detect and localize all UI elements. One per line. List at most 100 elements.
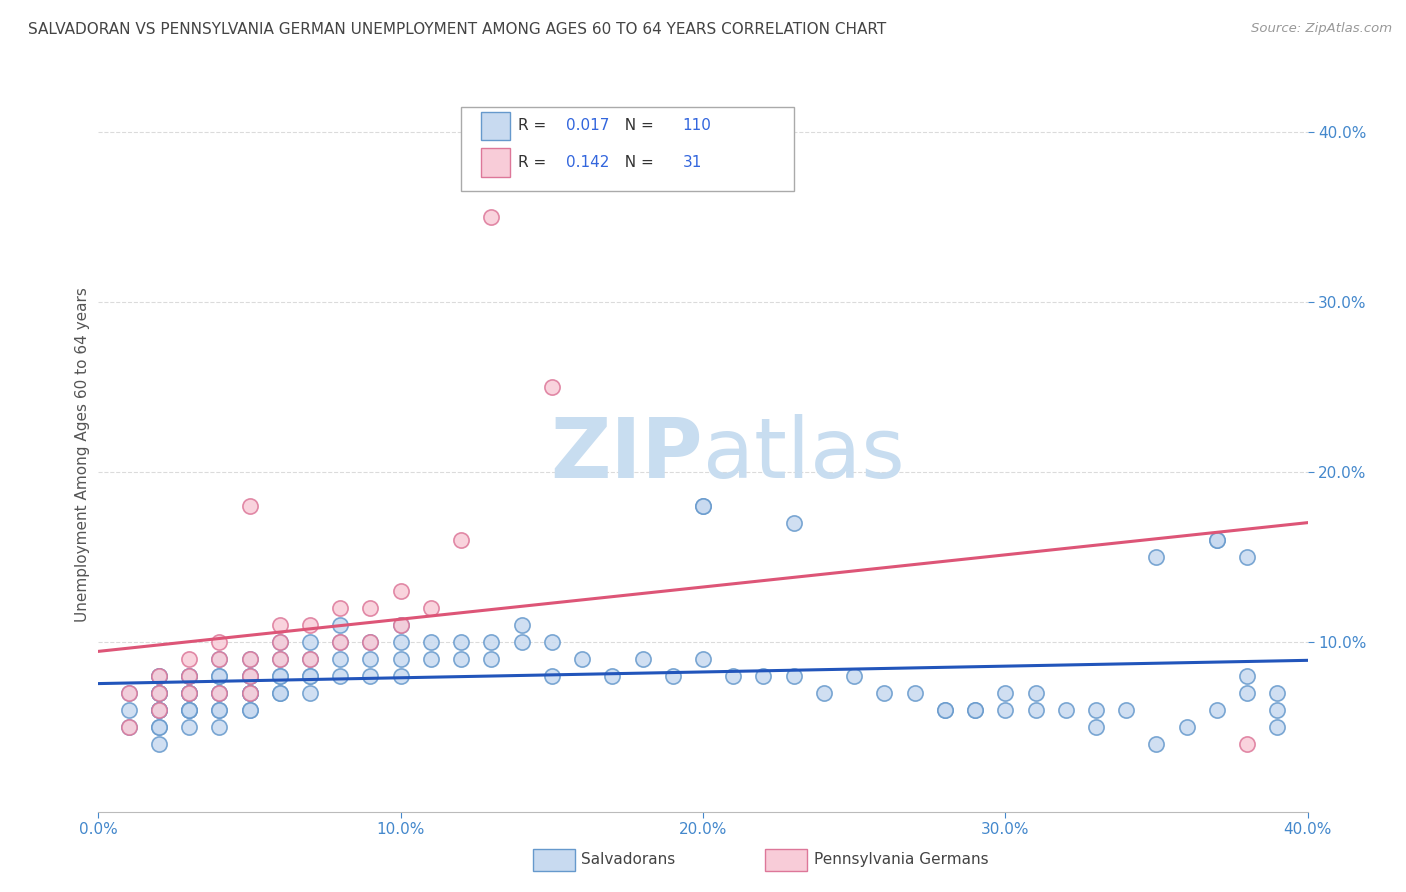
Point: [118, 720, 141, 734]
Text: Source: ZipAtlas.com: Source: ZipAtlas.com: [1251, 22, 1392, 36]
Point: [360, 635, 382, 649]
Point: [148, 737, 170, 751]
Point: [239, 703, 262, 717]
Point: [481, 635, 503, 649]
Point: [450, 652, 472, 666]
Point: [239, 686, 262, 700]
Point: [299, 669, 322, 683]
Point: [239, 703, 262, 717]
Point: [360, 635, 382, 649]
Point: [965, 703, 987, 717]
Point: [177, 686, 201, 700]
Point: [419, 600, 441, 615]
Point: [1054, 703, 1077, 717]
Point: [148, 686, 170, 700]
Point: [389, 583, 412, 598]
Point: [329, 617, 352, 632]
Point: [389, 669, 412, 683]
Point: [299, 652, 322, 666]
Point: [329, 600, 352, 615]
Point: [299, 635, 322, 649]
Point: [1115, 703, 1137, 717]
Point: [239, 652, 262, 666]
Point: [540, 635, 562, 649]
Point: [208, 703, 231, 717]
Point: [269, 617, 291, 632]
Point: [208, 703, 231, 717]
Point: [389, 617, 412, 632]
Point: [177, 669, 201, 683]
Text: N =: N =: [614, 155, 658, 169]
Point: [1206, 533, 1229, 547]
Point: [1144, 549, 1167, 564]
Point: [239, 686, 262, 700]
Point: [177, 686, 201, 700]
Point: [269, 686, 291, 700]
Point: [934, 703, 956, 717]
Point: [208, 652, 231, 666]
Point: [177, 686, 201, 700]
FancyBboxPatch shape: [481, 148, 509, 177]
Point: [510, 635, 533, 649]
Point: [208, 686, 231, 700]
Point: [360, 669, 382, 683]
Text: R =: R =: [517, 119, 551, 134]
Point: [389, 635, 412, 649]
Text: N =: N =: [614, 119, 658, 134]
Point: [269, 669, 291, 683]
Point: [239, 669, 262, 683]
Point: [692, 499, 714, 513]
Point: [631, 652, 654, 666]
Point: [239, 686, 262, 700]
Point: [1024, 686, 1046, 700]
Point: [1206, 703, 1229, 717]
Point: [389, 652, 412, 666]
Point: [208, 669, 231, 683]
Point: [782, 516, 804, 530]
Point: [269, 686, 291, 700]
Point: [510, 617, 533, 632]
Point: [299, 617, 322, 632]
Point: [692, 499, 714, 513]
Point: [329, 669, 352, 683]
Point: [239, 669, 262, 683]
Point: [148, 669, 170, 683]
Point: [148, 669, 170, 683]
Point: [1206, 533, 1229, 547]
Point: [177, 669, 201, 683]
Point: [419, 652, 441, 666]
Point: [208, 652, 231, 666]
FancyBboxPatch shape: [461, 107, 793, 191]
Point: [329, 635, 352, 649]
Point: [813, 686, 835, 700]
Point: [148, 686, 170, 700]
Point: [148, 669, 170, 683]
Point: [148, 703, 170, 717]
Point: [481, 652, 503, 666]
Point: [177, 669, 201, 683]
Point: [360, 600, 382, 615]
Point: [602, 669, 624, 683]
Point: [692, 652, 714, 666]
Point: [329, 652, 352, 666]
Text: 0.017: 0.017: [567, 119, 610, 134]
Text: 0.142: 0.142: [567, 155, 610, 169]
Point: [1144, 737, 1167, 751]
Point: [239, 686, 262, 700]
Point: [269, 635, 291, 649]
Point: [299, 686, 322, 700]
Point: [177, 720, 201, 734]
Point: [360, 652, 382, 666]
Point: [481, 210, 503, 224]
Point: [1236, 549, 1258, 564]
Text: atlas: atlas: [703, 415, 904, 495]
Point: [177, 703, 201, 717]
Point: [782, 669, 804, 683]
Point: [239, 652, 262, 666]
Point: [1265, 703, 1288, 717]
Point: [118, 686, 141, 700]
Point: [269, 652, 291, 666]
Point: [269, 652, 291, 666]
Point: [269, 669, 291, 683]
Point: [299, 669, 322, 683]
